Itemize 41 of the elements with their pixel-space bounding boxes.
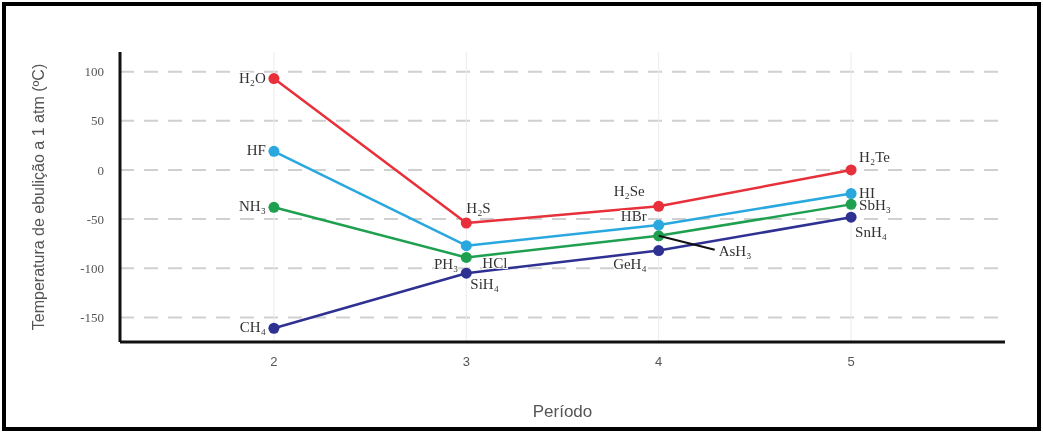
point [460, 267, 472, 279]
annotation: AsH₃ [718, 242, 752, 259]
point [268, 73, 280, 85]
y-tick-label: -50 [86, 211, 104, 227]
annotation: H₂O [239, 69, 267, 86]
y-tick-label: -100 [80, 260, 104, 276]
annotation: SiH₄ [470, 276, 499, 293]
x-tick-label: 3 [462, 354, 470, 369]
point [460, 251, 472, 263]
point [845, 211, 857, 223]
y-tick-label: 100 [84, 64, 104, 80]
point [653, 245, 665, 257]
point [845, 198, 857, 210]
annotation: H₂S [466, 200, 491, 217]
y-tick-label: 50 [91, 113, 104, 129]
x-tick-label: 5 [847, 354, 855, 369]
point [268, 201, 280, 213]
annotation: PH₃ [433, 256, 459, 273]
annotation: HBr [620, 208, 647, 225]
point [653, 219, 665, 231]
x-axis-title: Período [532, 402, 593, 421]
y-tick-label: 0 [97, 162, 104, 178]
annotation: H₂Se [613, 183, 646, 200]
annotation: NH₃ [239, 198, 266, 215]
annotation: SnH₄ [855, 224, 887, 241]
point [268, 322, 280, 334]
point [845, 164, 857, 176]
x-tick-label: 2 [270, 354, 278, 369]
point [268, 145, 280, 157]
annotation: H₂Te [859, 148, 891, 165]
y-axis-title: Temperatura de ebulição a 1 atm (ºC) [30, 63, 47, 331]
annotation: CH₄ [239, 319, 266, 336]
x-tick-label: 4 [655, 354, 663, 369]
point [460, 240, 472, 252]
point [653, 200, 665, 212]
annotation: GeH₄ [613, 255, 647, 272]
annotation: HF [246, 142, 266, 159]
annotation: HCl [482, 254, 508, 271]
point [460, 217, 472, 229]
y-tick-label: -150 [80, 309, 104, 325]
point [845, 188, 857, 200]
